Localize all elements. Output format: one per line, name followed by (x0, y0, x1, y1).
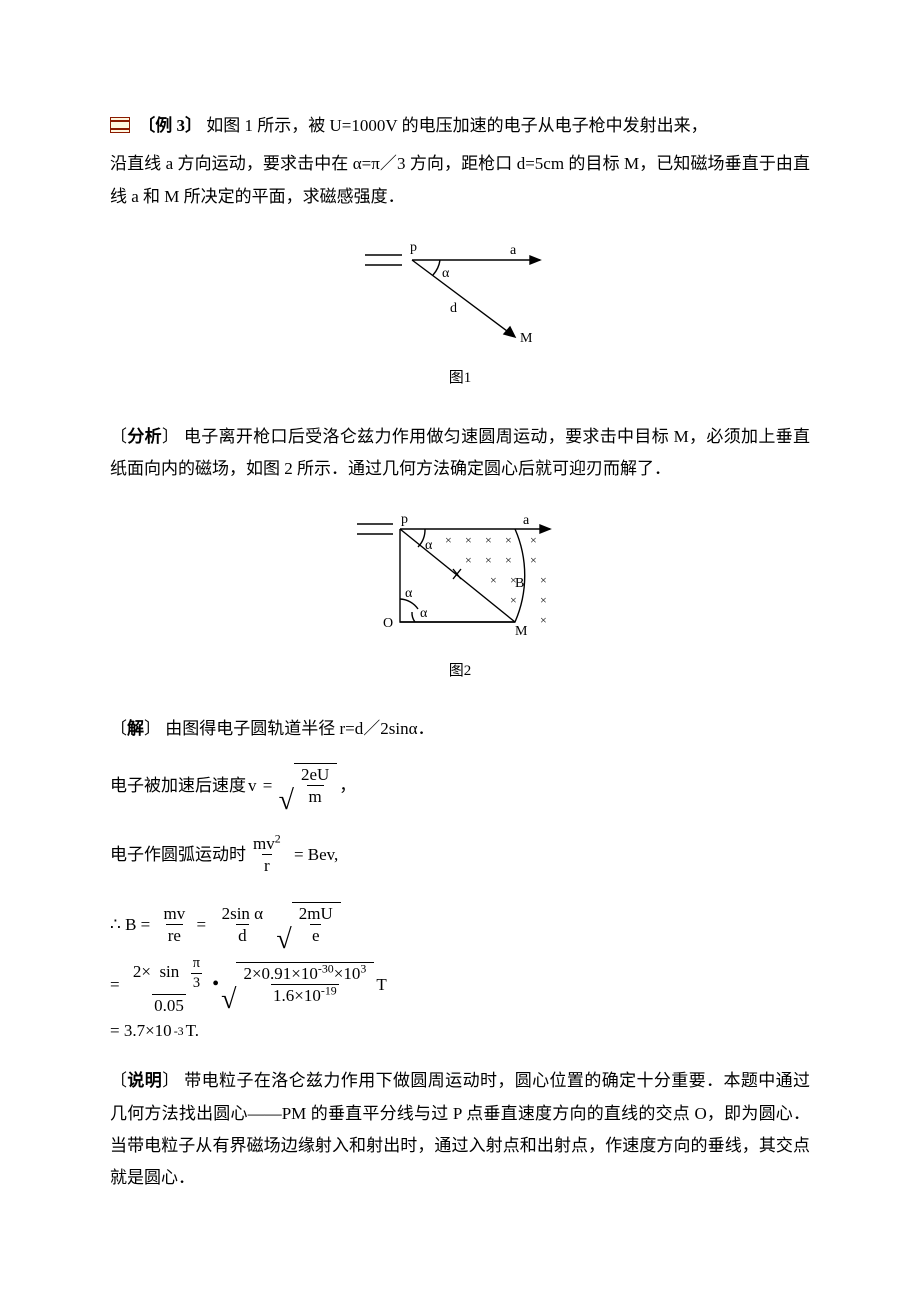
eq2-sup: 2 (275, 832, 281, 846)
eq3-l3-tail: T. (186, 1022, 199, 1039)
eq2-mv: mv (253, 834, 275, 853)
svg-text:×: × (510, 593, 517, 607)
eq1-tail: ， (339, 777, 356, 794)
fig2-label-B: B (515, 576, 524, 591)
eq3-sq-bot: 1.6×10 (273, 986, 321, 1005)
fig1-label-a: a (510, 243, 517, 258)
explain-text: 带电粒子在洛仑兹力作用下做圆周运动时，圆心位置的确定十分重要．本题中通过几何方法… (110, 1071, 810, 1187)
equals-icon (110, 117, 130, 133)
eq1-den: m (307, 785, 324, 807)
solution-prefix: 〔解〕 (110, 719, 161, 738)
eq3-therefore: ∴ B = (110, 916, 150, 933)
svg-text:×: × (490, 573, 497, 587)
fig2-label-a: a (523, 513, 530, 528)
figure-1-svg: p a α d M (350, 237, 570, 347)
eq1-v: v (248, 777, 257, 794)
explain-paragraph: 〔说明〕 带电粒子在洛仑兹力作用下做圆周运动时，圆心位置的确定十分重要．本题中通… (110, 1065, 810, 1194)
problem-text-1: 如图 1 所示，被 U=1000V 的电压加速的电子从电子枪中发射出来， (206, 116, 707, 135)
figure-1-caption: 图1 (110, 364, 810, 393)
figure-1: p a α d M 图1 (110, 237, 810, 393)
eq3-sq-top-exp: -30 (318, 962, 334, 976)
eq3-dot: • (212, 974, 219, 994)
eq2-rhs: = Bev, (294, 846, 338, 863)
eq3-2mU: 2mU (297, 903, 335, 924)
solution-text: 由图得电子圆轨道半径 r=d／2sinα． (165, 719, 434, 738)
fig1-label-M: M (520, 331, 533, 346)
equation-1: 电子被加速后速度 v = √ 2eU m ， (110, 763, 810, 807)
fig2-label-O: O (383, 616, 393, 631)
figure-2-svg: ××××× ×××× ××× ×× × p a α α α B O M (345, 509, 575, 639)
svg-text:×: × (445, 533, 452, 547)
eq3-2sin: 2sin (222, 904, 250, 923)
eq3-3: 3 (191, 973, 202, 992)
svg-text:×: × (465, 533, 472, 547)
eq3-unit: T (376, 976, 386, 993)
eq3-alpha: α (254, 904, 263, 923)
eq2-r: r (262, 854, 272, 876)
svg-text:×: × (505, 553, 512, 567)
equation-3: ∴ B = mv re = 2sin α d √ 2mU (110, 902, 810, 1039)
problem-paragraph-2: 沿直线 a 方向运动，要求击中在 α=π／3 方向，距枪口 d=5cm 的目标 … (110, 148, 810, 213)
svg-text:×: × (530, 533, 537, 547)
eq1-pre: 电子被加速后速度 (110, 777, 246, 794)
eq1-sqrt: √ 2eU m (279, 763, 338, 807)
eq3-l2-eq: = (110, 976, 120, 993)
eq3-sq-top-b: ×10 (334, 964, 361, 983)
svg-text:×: × (540, 573, 547, 587)
eq3-pi: π (191, 954, 202, 972)
analysis-text: 电子离开枪口后受洛仑兹力作用做匀速圆周运动，要求击中目标 M，必须加上垂直纸面向… (110, 427, 810, 478)
solution-paragraph: 〔解〕 由图得电子圆轨道半径 r=d／2sinα． (110, 713, 810, 745)
eq3-sq-top-exp2: 3 (360, 962, 366, 976)
equation-2: 电子作圆弧运动时 mv2 r = Bev, (110, 833, 810, 876)
eq3-sq-top-a: 2×0.91×10 (243, 964, 317, 983)
eq1-num: 2eU (299, 764, 331, 785)
fig2-label-alpha-1: α (425, 538, 433, 553)
svg-text:×: × (540, 613, 547, 627)
problem-prefix: 〔例 3〕 (138, 116, 202, 135)
svg-text:×: × (485, 553, 492, 567)
page-root: 〔例 3〕 如图 1 所示，被 U=1000V 的电压加速的电子从电子枪中发射出… (0, 0, 920, 1260)
explain-prefix: 〔说明〕 (110, 1071, 180, 1090)
eq3-l2-sin: sin (159, 962, 179, 981)
eq3-sq-bot-exp: -19 (321, 984, 337, 998)
figure-2: ××××× ×××× ××× ×× × p a α α α B O M 图2 (110, 509, 810, 685)
analysis-prefix: 〔分析〕 (110, 427, 179, 446)
figure-2-caption: 图2 (110, 657, 810, 686)
svg-text:×: × (540, 593, 547, 607)
svg-text:×: × (465, 553, 472, 567)
eq3-e: e (310, 924, 322, 946)
problem-paragraph-1: 〔例 3〕 如图 1 所示，被 U=1000V 的电压加速的电子从电子枪中发射出… (110, 110, 810, 142)
eq3-l3-a: = 3.7×10 (110, 1022, 172, 1039)
eq3-d: d (236, 924, 249, 946)
fig2-label-alpha-2: α (405, 586, 413, 601)
svg-text:×: × (485, 533, 492, 547)
eq3-l2-num-a: 2× (133, 962, 151, 981)
fig2-label-p: p (401, 512, 408, 527)
fig1-label-alpha: α (442, 266, 450, 281)
fig1-label-p: p (410, 240, 417, 255)
eq3-l2-den: 0.05 (152, 994, 186, 1016)
problem-text-2: 沿直线 a 方向运动，要求击中在 α=π／3 方向，距枪口 d=5cm 的目标 … (110, 154, 810, 205)
eq2-pre: 电子作圆弧运动时 (110, 846, 246, 863)
eq3-mv: mv (162, 903, 188, 924)
svg-text:×: × (530, 553, 537, 567)
fig2-label-alpha-3: α (420, 606, 428, 621)
svg-text:×: × (505, 533, 512, 547)
fig1-label-d: d (450, 301, 457, 316)
analysis-paragraph: 〔分析〕 电子离开枪口后受洛仑兹力作用做匀速圆周运动，要求击中目标 M，必须加上… (110, 421, 810, 486)
eq3-re: re (166, 924, 183, 946)
fig2-label-M: M (515, 624, 528, 639)
